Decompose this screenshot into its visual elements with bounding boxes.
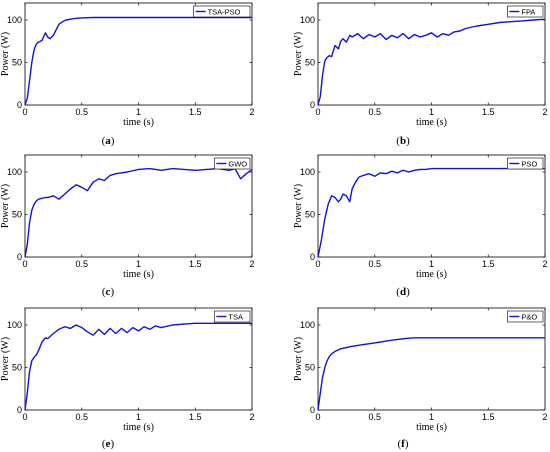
series-line	[317, 18, 546, 106]
y-tick-label: 50	[305, 210, 315, 220]
y-axis-label: Power (W)	[0, 337, 11, 381]
y-tick-label: 0	[310, 252, 315, 262]
legend-label: FPA	[521, 7, 535, 16]
panel-caption: (e)	[101, 438, 115, 450]
y-tick-label: 0	[17, 405, 22, 415]
x-tick-label: 0.5	[75, 412, 88, 422]
panel-letter: a	[105, 135, 111, 147]
y-tick-label: 0	[310, 405, 315, 415]
x-tick-label: 1	[429, 107, 434, 117]
x-tick-label: 0.5	[75, 259, 88, 269]
x-axis-label: time (s)	[416, 269, 447, 280]
y-axis-label: Power (W)	[0, 184, 11, 228]
x-tick-label: 0	[22, 107, 27, 117]
legend-box	[507, 310, 544, 323]
legend-box	[507, 5, 544, 18]
x-tick-label: 0	[315, 259, 320, 269]
x-tick-label: 2	[249, 412, 254, 422]
x-tick-label: 2	[542, 107, 547, 117]
y-tick-label: 50	[12, 58, 22, 68]
x-tick-label: 1	[429, 259, 434, 269]
y-tick-label: 100	[300, 167, 315, 177]
y-tick-label: 50	[12, 210, 22, 220]
panel-letter: c	[105, 286, 111, 298]
legend-label: TSA-PSO	[208, 7, 241, 16]
x-tick-label: 0.5	[75, 107, 88, 117]
plot-area	[317, 307, 546, 411]
series-line	[24, 16, 252, 106]
x-tick-label: 0	[22, 259, 27, 269]
x-tick-label: 1	[429, 412, 434, 422]
x-tick-label: 0	[315, 412, 320, 422]
panel-caption: (b)	[396, 135, 410, 147]
y-tick-label: 50	[305, 363, 315, 373]
series-line	[24, 167, 253, 258]
x-tick-label: 2	[542, 412, 547, 422]
legend-label: P&O	[521, 312, 537, 321]
x-axis-label: time (s)	[123, 422, 154, 433]
legend-label: TSA	[228, 312, 243, 321]
legend-label: GWO	[228, 159, 247, 168]
x-tick-label: 0.5	[368, 412, 381, 422]
y-tick-label: 0	[17, 100, 22, 110]
y-tick-label: 50	[12, 363, 22, 373]
y-tick-label: 100	[300, 15, 315, 25]
y-tick-label: 100	[300, 320, 315, 330]
y-axis-label: Power (W)	[293, 184, 304, 228]
panel-letter: d	[399, 286, 407, 298]
x-axis-label: time (s)	[416, 422, 447, 433]
y-axis-label: Power (W)	[293, 32, 304, 76]
series-line	[317, 167, 545, 258]
legend-box	[214, 310, 251, 323]
y-tick-label: 0	[17, 252, 22, 262]
x-tick-label: 1	[136, 412, 141, 422]
x-tick-label: 1.5	[482, 412, 495, 422]
x-tick-label: 2	[249, 259, 254, 269]
panel-caption: (a)	[101, 135, 115, 147]
panel-caption: (d)	[396, 286, 410, 298]
x-tick-label: 0	[315, 107, 320, 117]
y-tick-label: 100	[7, 320, 22, 330]
series-line	[24, 322, 252, 411]
x-tick-label: 1.5	[482, 259, 495, 269]
x-tick-label: 1.5	[189, 107, 202, 117]
panel-caption: (c)	[101, 286, 115, 298]
x-axis-label: time (s)	[123, 269, 154, 280]
x-tick-label: 1	[136, 259, 141, 269]
y-tick-label: 100	[7, 15, 22, 25]
y-axis-label: Power (W)	[293, 337, 304, 381]
y-tick-label: 100	[7, 167, 22, 177]
legend-box	[507, 157, 544, 170]
x-tick-label: 0	[22, 412, 27, 422]
legend-box	[214, 157, 251, 170]
x-tick-label: 0.5	[368, 259, 381, 269]
y-tick-label: 50	[305, 58, 315, 68]
panel-letter: f	[401, 438, 405, 450]
x-tick-label: 1.5	[482, 107, 495, 117]
x-tick-label: 2	[542, 259, 547, 269]
x-tick-label: 1.5	[189, 412, 202, 422]
panel-letter: e	[105, 438, 111, 450]
y-axis-label: Power (W)	[0, 32, 11, 76]
x-axis-label: time (s)	[416, 117, 447, 128]
y-tick-label: 0	[310, 100, 315, 110]
x-axis-label: time (s)	[123, 117, 154, 128]
panel-caption: (f)	[397, 438, 409, 450]
legend-label: PSO	[521, 159, 537, 168]
x-tick-label: 1.5	[189, 259, 202, 269]
x-tick-label: 0.5	[368, 107, 381, 117]
panel-letter: b	[399, 135, 407, 147]
series-line	[317, 337, 545, 411]
x-tick-label: 2	[249, 107, 254, 117]
x-tick-label: 1	[136, 107, 141, 117]
legend-box	[193, 5, 251, 18]
